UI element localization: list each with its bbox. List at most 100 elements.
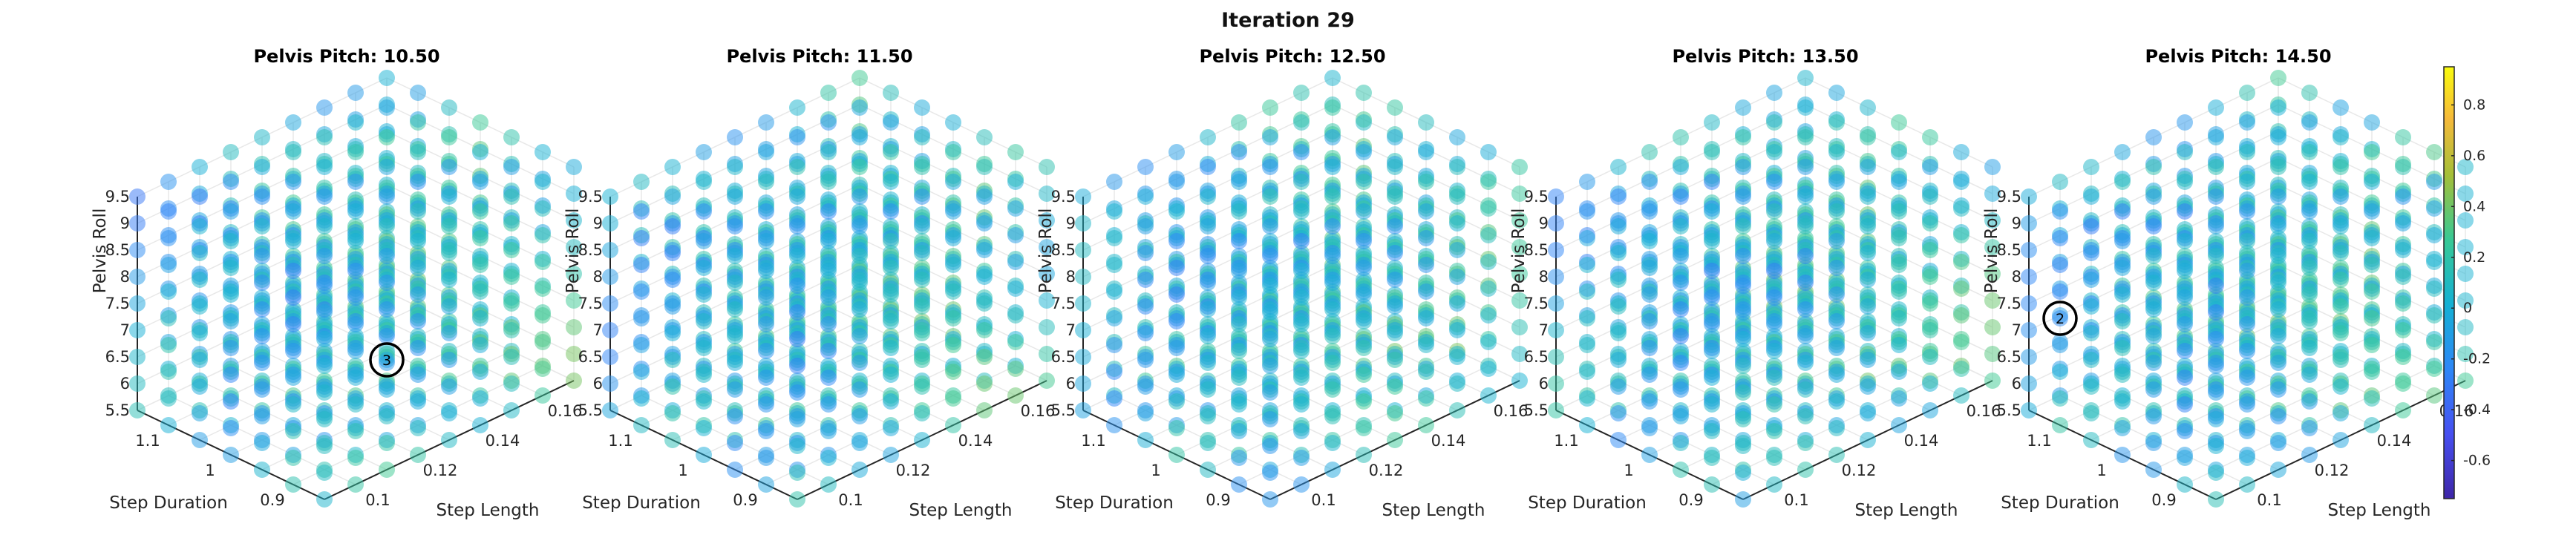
data-point xyxy=(2114,393,2131,410)
data-point xyxy=(945,310,961,326)
data-point xyxy=(945,283,961,300)
data-point xyxy=(1673,328,1689,344)
data-point xyxy=(254,301,270,318)
data-point xyxy=(129,375,146,392)
data-point xyxy=(1579,203,1595,220)
data-point xyxy=(1324,129,1341,145)
subplot-3: 0.1 0.12 0.14 0.16 0.9 1 1.1 5.5 6 6.5 7 7.5 8 8.5 9 9.… xyxy=(1036,46,1528,520)
data-point xyxy=(758,114,774,131)
data-point xyxy=(2052,203,2068,220)
data-point xyxy=(1324,408,1341,424)
data-point xyxy=(2145,435,2162,451)
data-point xyxy=(633,230,650,246)
data-point xyxy=(2270,99,2286,116)
x-tick-label: 0.12 xyxy=(423,462,458,479)
data-point xyxy=(1449,295,1465,312)
data-point xyxy=(223,393,239,410)
data-point xyxy=(2457,186,2474,202)
data-point xyxy=(914,129,930,145)
data-point xyxy=(2239,233,2255,249)
data-point xyxy=(1231,450,1247,466)
data-point xyxy=(1168,233,1185,249)
y-tick-label: 1 xyxy=(1151,462,1160,479)
subplot-title: Pelvis Pitch: 10.50 xyxy=(253,46,439,67)
data-point xyxy=(2239,423,2255,439)
data-point xyxy=(503,242,520,258)
data-point xyxy=(1735,159,1751,175)
data-point xyxy=(1922,349,1938,365)
data-point xyxy=(1953,361,1969,377)
data-point xyxy=(2270,159,2286,175)
data-point xyxy=(1168,420,1185,436)
data-point xyxy=(2457,319,2474,335)
data-point xyxy=(883,286,899,303)
data-point xyxy=(1449,402,1465,418)
data-point xyxy=(2364,310,2380,326)
data-point xyxy=(1797,301,1814,318)
data-point xyxy=(1860,432,1876,448)
data-point xyxy=(1007,254,1024,270)
data-point xyxy=(758,450,774,466)
data-point xyxy=(1262,278,1278,294)
data-point xyxy=(410,420,426,436)
data-point xyxy=(1480,200,1497,217)
data-point xyxy=(1075,188,1091,205)
data-point xyxy=(1735,358,1751,374)
data-point xyxy=(1356,447,1372,463)
data-point xyxy=(1860,129,1876,145)
data-point xyxy=(2145,408,2162,424)
data-point xyxy=(1106,203,1122,220)
data-point xyxy=(1860,405,1876,421)
z-tick-label: 9.5 xyxy=(1524,188,1549,206)
data-point xyxy=(633,364,650,380)
data-point xyxy=(820,233,837,249)
data-point xyxy=(1922,269,1938,285)
highlight-marker-label: 3 xyxy=(382,352,391,369)
data-point xyxy=(1891,310,1907,326)
data-point xyxy=(410,174,426,190)
data-point xyxy=(2457,159,2474,175)
data-point xyxy=(1324,328,1341,344)
data-point xyxy=(2145,355,2162,371)
data-point xyxy=(1262,438,1278,454)
data-point xyxy=(1860,245,1876,261)
data-point xyxy=(789,248,805,264)
data-point xyxy=(945,337,961,353)
data-point xyxy=(2364,417,2380,433)
data-point xyxy=(2239,144,2255,160)
data-point xyxy=(696,260,712,276)
data-point xyxy=(1293,203,1310,220)
data-point xyxy=(2364,144,2380,160)
data-point xyxy=(1137,352,1154,368)
data-point xyxy=(851,159,868,175)
data-point xyxy=(1953,144,1969,160)
x-tick-label: 0.14 xyxy=(1904,432,1939,450)
data-point xyxy=(316,304,333,321)
data-point xyxy=(1922,402,1938,418)
data-point xyxy=(1766,114,1782,131)
data-point xyxy=(945,230,961,246)
data-point xyxy=(1324,355,1341,371)
data-point xyxy=(441,378,457,395)
data-point xyxy=(2114,420,2131,436)
colorbar-tick-label: -0.4 xyxy=(2463,401,2491,418)
data-point xyxy=(1860,298,1876,315)
data-point xyxy=(2208,304,2224,321)
data-point xyxy=(535,227,551,243)
z-tick-label: 8 xyxy=(1066,268,1076,286)
x-tick-label: 0.12 xyxy=(896,462,931,479)
data-point xyxy=(2333,99,2349,116)
data-point xyxy=(851,99,868,116)
data-point xyxy=(789,218,805,234)
data-point xyxy=(1007,334,1024,350)
data-point xyxy=(472,114,488,131)
data-point xyxy=(1168,144,1185,160)
data-point xyxy=(2052,390,2068,407)
data-point xyxy=(1610,325,1627,341)
data-point xyxy=(2333,352,2349,368)
colorbar-tick-label: 0.6 xyxy=(2463,148,2485,164)
data-point xyxy=(2426,334,2442,350)
data-point xyxy=(1641,447,1658,463)
data-point xyxy=(2426,144,2442,160)
